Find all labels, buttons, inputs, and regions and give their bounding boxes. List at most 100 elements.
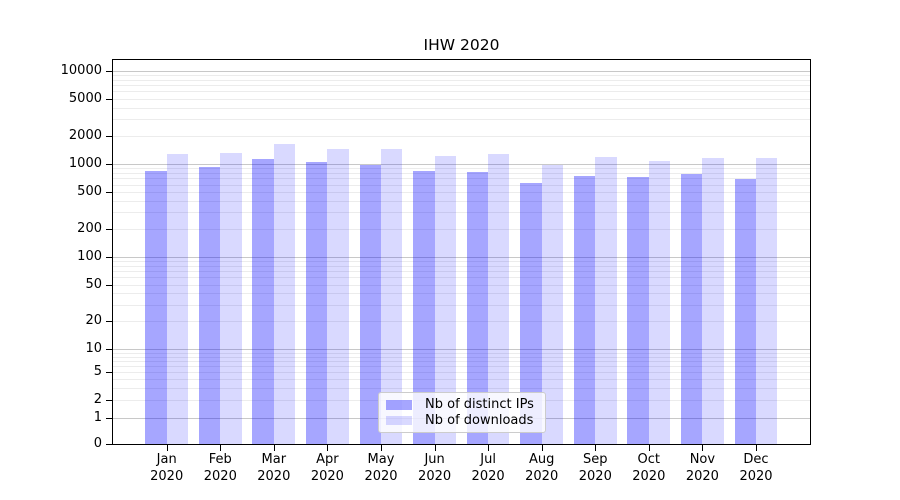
gridline-minor (113, 321, 810, 323)
x-tick-label-sep: Sep 2020 (567, 452, 623, 485)
y-tick (106, 70, 113, 72)
y-tick-label: 0 (93, 436, 102, 451)
x-tick (648, 444, 650, 451)
x-tick-label-apr: Apr 2020 (299, 452, 355, 485)
x-tick-label-mar: Mar 2020 (246, 452, 302, 485)
gridline-minor (113, 168, 810, 170)
gridline-minor (113, 135, 810, 137)
gridline-minor (113, 79, 810, 81)
gridline-minor (113, 200, 810, 202)
x-tick-month: Mar (261, 452, 287, 467)
bar-downloads-jul (488, 153, 510, 444)
gridline-minor (113, 212, 810, 214)
gridline-minor (113, 191, 810, 193)
gridline-major (113, 163, 810, 165)
y-tick-label: 5000 (68, 90, 102, 106)
gridline-minor (113, 172, 810, 174)
bar-downloads-jan (166, 153, 189, 444)
x-tick (434, 444, 436, 451)
gridline-minor (113, 184, 810, 186)
x-tick-year: 2020 (685, 468, 719, 484)
y-tick (106, 284, 113, 286)
y-tick-label: 100 (77, 248, 102, 264)
x-tick-year: 2020 (525, 468, 559, 484)
y-tick (106, 349, 113, 350)
x-tick (220, 444, 222, 451)
bar-distinct-ips-jan (145, 170, 167, 444)
bar-downloads-may (381, 149, 403, 444)
x-tick-month: Jan (156, 452, 177, 467)
gridline-major (113, 256, 810, 258)
bar-distinct-ips-oct (627, 177, 649, 444)
y-tick-label: 10 (85, 341, 102, 356)
bar-downloads-sep (595, 156, 617, 444)
legend-row-distinct-ips: Nb of distinct IPs (386, 397, 537, 413)
legend-row-downloads: Nb of downloads (386, 413, 537, 429)
gridline-minor (113, 228, 810, 230)
legend-label-distinct-ips: Nb of distinct IPs (425, 397, 534, 413)
y-tick-label: 50 (85, 276, 102, 292)
bar-distinct-ips-mar (252, 159, 274, 444)
y-tick (106, 372, 113, 374)
gridline-minor (113, 293, 810, 295)
gridline-major (113, 349, 810, 350)
gridline-minor (113, 372, 810, 374)
bar-distinct-ips-apr (306, 161, 328, 444)
x-tick-year: 2020 (364, 468, 398, 484)
gridline-minor (113, 284, 810, 286)
x-tick-label-may: May 2020 (353, 452, 409, 485)
gridline-major (113, 70, 810, 72)
gridline-minor (113, 379, 810, 381)
y-tick (106, 228, 113, 230)
x-tick-month: May (367, 452, 395, 467)
gridline-minor (113, 361, 810, 362)
y-tick (106, 135, 113, 137)
x-tick-year: 2020 (632, 468, 666, 484)
x-tick-year: 2020 (471, 468, 505, 484)
x-tick-month: Jul (480, 452, 496, 467)
x-tick (166, 444, 168, 451)
x-tick-month: Jun (424, 452, 445, 467)
y-tick-label: 1000 (68, 155, 102, 171)
bar-distinct-ips-nov (681, 174, 703, 444)
bar-distinct-ips-sep (573, 176, 596, 444)
x-tick-month: Nov (689, 452, 716, 467)
y-tick (106, 98, 113, 100)
gridline-minor (113, 387, 810, 389)
bar-downloads-aug (541, 164, 564, 444)
x-tick-label-aug: Aug 2020 (514, 452, 570, 485)
gridline-minor (113, 91, 810, 93)
gridline-minor (113, 85, 810, 87)
y-tick (106, 444, 113, 445)
x-tick-year: 2020 (418, 468, 452, 484)
x-tick-label-jul: Jul 2020 (460, 452, 516, 485)
bar-distinct-ips-may (359, 165, 381, 444)
bar-distinct-ips-jul (466, 172, 489, 444)
bar-distinct-ips-dec (734, 179, 756, 444)
x-tick-month: Sep (583, 452, 608, 467)
gridline-minor (113, 75, 810, 76)
x-tick-year: 2020 (150, 468, 184, 484)
gridline-minor (113, 107, 810, 109)
gridline-minor (113, 356, 810, 358)
x-tick-label-jan: Jan 2020 (139, 452, 195, 485)
plot-area: Nb of distinct IPs Nb of downloads (113, 60, 810, 444)
legend: Nb of distinct IPs Nb of downloads (378, 392, 546, 433)
x-tick-year: 2020 (257, 468, 291, 484)
y-tick (106, 256, 113, 258)
x-tick (327, 444, 329, 451)
legend-swatch-distinct-ips-icon (386, 400, 412, 410)
x-tick-year: 2020 (203, 468, 237, 484)
bar-downloads-apr (327, 148, 349, 444)
y-tick-label: 10000 (60, 62, 102, 78)
x-tick (541, 444, 543, 451)
gridline-minor (113, 305, 810, 306)
y-tick-label: 500 (77, 183, 102, 199)
x-tick-label-feb: Feb 2020 (192, 452, 248, 485)
x-tick-label-oct: Oct 2020 (621, 452, 677, 485)
y-tick (106, 191, 113, 193)
x-tick-month: Dec (743, 452, 769, 467)
y-tick-label: 20 (85, 313, 102, 329)
x-tick-label-jun: Jun 2020 (407, 452, 463, 485)
